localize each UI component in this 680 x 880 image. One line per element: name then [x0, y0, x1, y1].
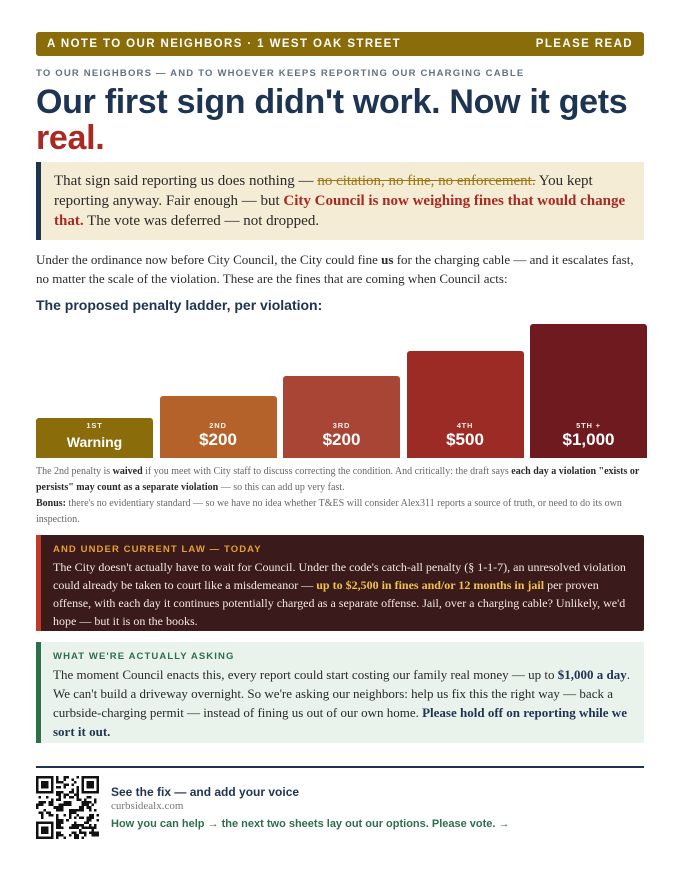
- struck-text: no citation, no fine, no enforcement.: [317, 173, 536, 189]
- ask-box: WHAT WE'RE ACTUALLY ASKING The moment Co…: [36, 642, 644, 743]
- penalty-amount: $1,000: [562, 430, 615, 449]
- help-line: How you can help → the next two sheets l…: [111, 818, 510, 830]
- cta-title: See the fix — and add your voice: [111, 785, 300, 799]
- bonus-note: Bonus: there's no evidentiary standard —…: [36, 496, 644, 528]
- ask-text: . We can't build a driveway overnight. S…: [53, 667, 630, 720]
- penalty-ordinal: 4TH: [456, 421, 474, 430]
- page-title-accent: real.: [36, 119, 105, 157]
- note-text: The 2nd penalty is: [36, 466, 111, 477]
- note-text: there's no evidentiary standard — so we …: [36, 498, 622, 525]
- waiver-note: The 2nd penalty is waived if you meet wi…: [36, 464, 644, 496]
- ask-text: The moment Council enacts this, every re…: [53, 667, 555, 682]
- callout-text: You kept reporting anyway. Fair enough —…: [54, 173, 593, 209]
- please-read-label: PLEASE READ: [535, 38, 633, 50]
- ask-request: Please hold off on reporting while we so…: [53, 705, 627, 739]
- penalty-bar: 3RD $200: [283, 376, 400, 458]
- page-title-main: Our first sign didn't work. Now it gets: [36, 83, 628, 121]
- penalty-bar: 5TH + $1,000: [530, 324, 647, 458]
- penalty-amount: $200: [322, 430, 361, 449]
- website-link[interactable]: curbsidealx.com: [111, 800, 184, 812]
- callout-text: That sign said reporting us does nothing…: [54, 173, 314, 189]
- note-emphasis: waived: [112, 466, 143, 477]
- ask-emphasis: $1,000 a day: [557, 667, 627, 682]
- qr-code-icon[interactable]: [36, 776, 99, 839]
- header-banner: A NOTE TO OUR NEIGHBORS · 1 WEST OAK STR…: [36, 32, 644, 56]
- penalty-amount: $500: [446, 430, 484, 449]
- penalty-amount: $200: [199, 430, 237, 449]
- penalty-amount: Warning: [66, 434, 123, 450]
- law-highlight: up to $2,500 in fines and/or 12 months i…: [316, 578, 545, 592]
- penalty-ordinal: 1ST: [86, 421, 103, 430]
- intro-text: Under the ordinance now before City Coun…: [36, 252, 378, 267]
- intro-text: for the charging cable — and it escalate…: [36, 252, 634, 286]
- current-law-tag: AND UNDER CURRENT LAW — TODAY: [53, 544, 262, 555]
- note-text: if you meet with City staff to discuss c…: [145, 466, 509, 477]
- law-text: per proven offense, with each day it con…: [53, 578, 626, 628]
- ladder-title: The proposed penalty ladder, per violati…: [36, 297, 323, 313]
- callout-text: The vote was deferred — not dropped.: [87, 213, 320, 229]
- penalty-ordinal: 2ND: [209, 421, 227, 430]
- penalty-bar: 4TH $500: [406, 351, 524, 458]
- penalty-ordinal: 3RD: [332, 421, 351, 430]
- current-law-box: AND UNDER CURRENT LAW — TODAY The City d…: [36, 535, 644, 631]
- penalty-ordinal: 5TH +: [576, 421, 601, 430]
- current-law-body: The City doesn't actually have to wait f…: [53, 558, 630, 630]
- callout-box: That sign said reporting us does nothing…: [36, 162, 644, 240]
- intro-emphasis: us: [381, 252, 394, 267]
- page-title: Our first sign didn't work. Now it gets …: [36, 84, 644, 156]
- header-banner-title: A NOTE TO OUR NEIGHBORS · 1 WEST OAK STR…: [47, 38, 402, 50]
- penalty-bar: 1ST Warning: [36, 418, 153, 458]
- note-emphasis: each day a violation "exists or persists…: [36, 466, 640, 493]
- penalty-bar: 2ND $200: [159, 396, 277, 458]
- ask-body: The moment Council enacts this, every re…: [53, 665, 630, 741]
- bonus-label: Bonus:: [36, 498, 67, 509]
- note-text: — so this can add up very fast.: [220, 482, 345, 493]
- intro-paragraph: Under the ordinance now before City Coun…: [36, 250, 644, 288]
- law-text: The City doesn't actually have to wait f…: [53, 560, 626, 592]
- ask-tag: WHAT WE'RE ACTUALLY ASKING: [53, 651, 235, 662]
- kicker: TO OUR NEIGHBORS — AND TO WHOEVER KEEPS …: [36, 68, 525, 79]
- callout-emphasis: City Council is now weighing fines that …: [54, 193, 626, 229]
- divider: [36, 766, 644, 768]
